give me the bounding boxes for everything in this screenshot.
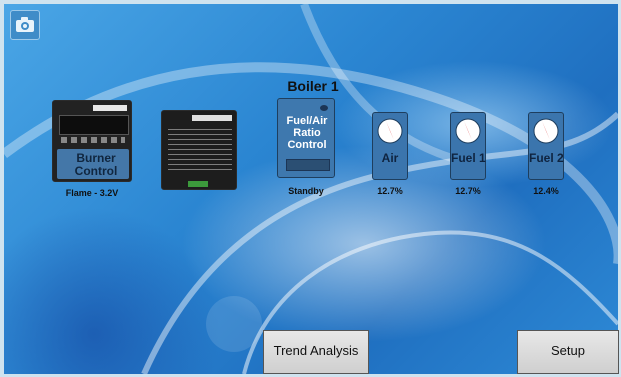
module-printed-legend	[168, 129, 232, 173]
fuel2-valve-position: 12.4%	[522, 186, 570, 196]
burner-keypad	[61, 137, 125, 143]
burner-label-line2: Control	[65, 164, 127, 178]
ratio-label-line3: Control	[280, 139, 334, 151]
expansion-module-device[interactable]	[161, 110, 237, 190]
valve-label: Fuel 1	[451, 151, 485, 165]
page-title: Boiler 1	[268, 78, 358, 94]
logo-icon	[320, 105, 328, 111]
valve-dial-icon	[377, 118, 403, 144]
burner-display	[59, 115, 129, 135]
device-tag	[93, 105, 127, 111]
ratio-label-line2: Ratio	[280, 127, 334, 139]
trend-analysis-button[interactable]: Trend Analysis	[263, 330, 369, 374]
ratio-label-line1: Fuel/Air	[280, 115, 334, 127]
air-valve-position: 12.7%	[366, 186, 414, 196]
flame-status: Flame - 3.2V	[52, 188, 132, 198]
module-connector	[188, 181, 208, 187]
ratio-display	[286, 159, 330, 171]
valve-dial-icon	[533, 118, 559, 144]
fuel1-valve-tile[interactable]: Fuel 1	[450, 112, 486, 180]
air-valve-tile[interactable]: Air	[372, 112, 408, 180]
device-tag	[192, 115, 232, 121]
burner-label-panel: Burner Control	[57, 149, 129, 179]
valve-label: Fuel 2	[529, 151, 563, 165]
burner-label-line1: Burner	[65, 151, 127, 165]
ratio-status: Standby	[277, 186, 335, 196]
burner-control-device[interactable]: Burner Control	[52, 100, 132, 182]
valve-dial-icon	[455, 118, 481, 144]
fuel-air-ratio-device[interactable]: Fuel/Air Ratio Control	[277, 98, 335, 178]
fuel1-valve-position: 12.7%	[444, 186, 492, 196]
valve-label: Air	[373, 151, 407, 165]
ratio-label: Fuel/Air Ratio Control	[280, 115, 334, 151]
camera-icon[interactable]	[10, 10, 40, 40]
setup-button[interactable]: Setup	[517, 330, 619, 374]
fuel2-valve-tile[interactable]: Fuel 2	[528, 112, 564, 180]
